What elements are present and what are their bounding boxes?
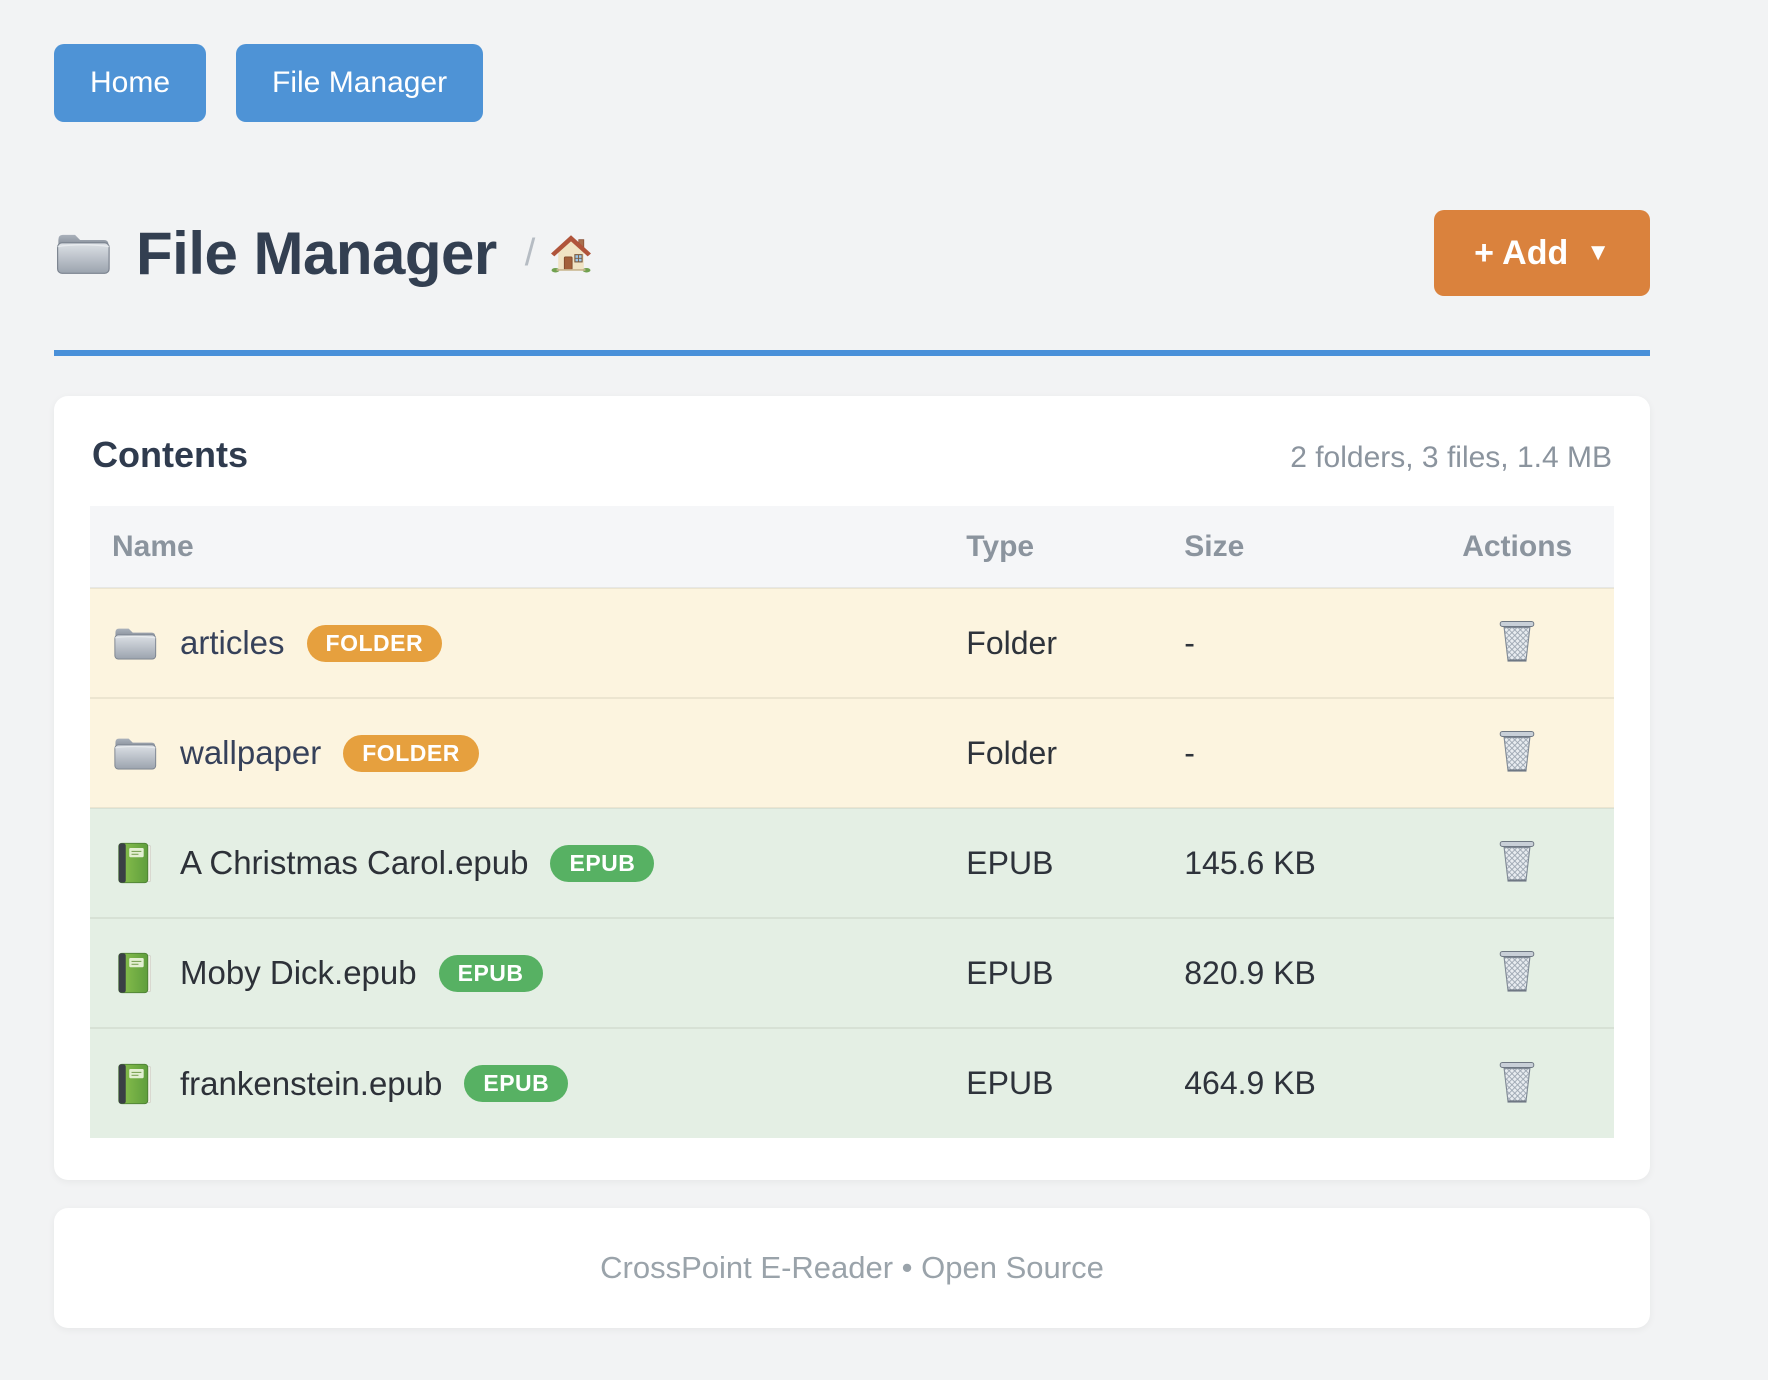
- type-cell: EPUB: [966, 917, 1185, 1028]
- file-name[interactable]: articles: [180, 624, 285, 661]
- green-book-icon: [112, 1062, 158, 1106]
- green-book-icon: [112, 841, 158, 885]
- table-body: articles FOLDER Folder - wallpaper FOLDE…: [90, 587, 1614, 1138]
- add-button-label: + Add: [1474, 233, 1569, 272]
- green-book-icon: [112, 951, 158, 995]
- file-name[interactable]: wallpaper: [180, 734, 322, 771]
- table-row: wallpaper FOLDER Folder -: [90, 697, 1614, 808]
- page-container: Home File Manager File Manager / + Add ▼…: [54, 0, 1650, 1328]
- top-nav: Home File Manager: [54, 0, 1650, 122]
- contents-card-header: Contents 2 folders, 3 files, 1.4 MB: [90, 434, 1614, 476]
- folder-icon: [54, 227, 112, 279]
- breadcrumb: /: [525, 232, 592, 275]
- page-header: File Manager / + Add ▼: [54, 210, 1650, 296]
- contents-heading: Contents: [92, 434, 248, 475]
- caret-down-icon: ▼: [1586, 239, 1610, 266]
- name-cell: frankenstein.epub EPUB: [90, 1062, 966, 1106]
- file-name: A Christmas Carol.epub: [180, 844, 529, 881]
- size-cell: 820.9 KB: [1184, 917, 1421, 1028]
- title-wrap: File Manager /: [54, 219, 591, 288]
- delete-button[interactable]: [1494, 834, 1540, 888]
- type-cell: EPUB: [966, 807, 1185, 918]
- table-row: Moby Dick.epub EPUB EPUB 820.9 KB: [90, 917, 1614, 1028]
- column-header-size: Size: [1184, 506, 1421, 588]
- name-cell: A Christmas Carol.epub EPUB: [90, 841, 966, 885]
- page-title: File Manager: [136, 219, 497, 287]
- house-icon: [551, 233, 591, 273]
- table-row: articles FOLDER Folder -: [90, 587, 1614, 698]
- type-badge: FOLDER: [343, 734, 479, 772]
- type-badge: FOLDER: [306, 624, 443, 662]
- wastebasket-icon: [1498, 838, 1536, 884]
- nav-file-manager-button[interactable]: File Manager: [236, 44, 484, 122]
- name-cell: wallpaper FOLDER: [90, 731, 966, 775]
- wastebasket-icon: [1498, 1059, 1536, 1105]
- delete-button[interactable]: [1494, 1055, 1540, 1109]
- column-header-actions: Actions: [1420, 506, 1614, 588]
- size-cell: 464.9 KB: [1184, 1027, 1421, 1138]
- type-cell: EPUB: [966, 1027, 1185, 1138]
- footer-text: CrossPoint E-Reader • Open Source: [600, 1250, 1104, 1285]
- delete-button[interactable]: [1494, 614, 1540, 668]
- size-cell: -: [1184, 697, 1421, 808]
- type-cell: Folder: [966, 587, 1185, 698]
- table-row: A Christmas Carol.epub EPUB EPUB 145.6 K…: [90, 807, 1614, 918]
- name-cell: articles FOLDER: [90, 621, 966, 665]
- file-table: Name Type Size Actions articles FOLDER F…: [90, 506, 1614, 1138]
- breadcrumb-separator: /: [524, 231, 536, 274]
- folder-icon: [112, 731, 158, 775]
- column-header-type: Type: [966, 506, 1185, 588]
- delete-button[interactable]: [1494, 724, 1540, 778]
- wastebasket-icon: [1498, 728, 1536, 774]
- file-name: frankenstein.epub: [180, 1064, 443, 1102]
- delete-button[interactable]: [1494, 944, 1540, 998]
- wastebasket-icon: [1498, 618, 1536, 664]
- column-header-name: Name: [90, 506, 967, 588]
- table-header-row: Name Type Size Actions: [90, 506, 1614, 588]
- table-row: frankenstein.epub EPUB EPUB 464.9 KB: [90, 1027, 1614, 1138]
- nav-home-button[interactable]: Home: [54, 44, 207, 122]
- type-badge: EPUB: [438, 954, 543, 992]
- contents-summary: 2 folders, 3 files, 1.4 MB: [1290, 441, 1612, 474]
- contents-card: Contents 2 folders, 3 files, 1.4 MB Name…: [54, 396, 1650, 1180]
- file-name: Moby Dick.epub: [180, 954, 417, 991]
- size-cell: -: [1184, 587, 1421, 698]
- type-badge: EPUB: [550, 844, 655, 882]
- title-underline: [54, 350, 1650, 356]
- footer-card: CrossPoint E-Reader • Open Source: [54, 1208, 1650, 1328]
- type-badge: EPUB: [464, 1065, 569, 1102]
- add-button[interactable]: + Add ▼: [1434, 210, 1650, 296]
- name-cell: Moby Dick.epub EPUB: [90, 951, 966, 995]
- type-cell: Folder: [966, 697, 1185, 808]
- breadcrumb-home-link[interactable]: [551, 233, 591, 273]
- wastebasket-icon: [1498, 948, 1536, 994]
- size-cell: 145.6 KB: [1184, 807, 1421, 918]
- folder-icon: [112, 621, 158, 665]
